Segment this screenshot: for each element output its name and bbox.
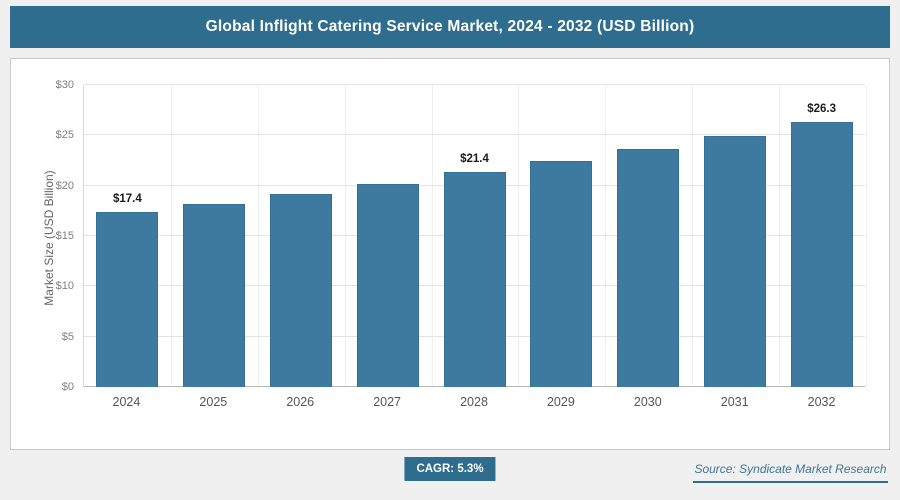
vertical-gridline (431, 85, 433, 387)
x-tick-label: 2027 (373, 395, 402, 409)
chart-title-bar: Global Inflight Catering Service Market,… (10, 6, 890, 48)
bar-2032 (790, 122, 853, 387)
x-tick-label: 2032 (807, 395, 836, 409)
bar-slot: $26.3 (778, 85, 865, 387)
bar-value-label: $21.4 (460, 152, 489, 165)
y-tick-label: $15 (55, 230, 74, 242)
bar-2031 (703, 136, 766, 387)
plot-area: $0 $5 $10 $15 $20 $25 $30 $17.4 $21.4 $26.3 (56, 79, 867, 393)
bar-value-label: $26.3 (807, 103, 837, 116)
x-tick-label: 2026 (286, 395, 315, 409)
gridline (84, 84, 865, 85)
y-tick-label: $30 (55, 79, 74, 91)
bar-slot: $17.4 (84, 85, 171, 387)
bar-2028 (443, 171, 506, 387)
vertical-gridline (866, 85, 867, 387)
bar-slot (344, 85, 431, 387)
y-tick-label: $20 (55, 179, 74, 192)
x-tick-label: 2028 (460, 395, 488, 409)
x-tick-label: 2030 (633, 395, 662, 409)
x-tick-label: 2024 (112, 395, 141, 409)
bar-slot (605, 85, 692, 387)
bar-slot (171, 85, 258, 387)
vertical-gridline (779, 85, 781, 387)
bar-2026 (269, 193, 332, 387)
y-axis-label: Market Size (USD Billion) (42, 170, 56, 306)
vertical-gridline (257, 85, 259, 387)
vertical-gridline (170, 85, 172, 387)
bar-value-label: $17.4 (113, 192, 142, 205)
bar-slot: $21.4 (431, 85, 518, 387)
x-tick-label: 2029 (546, 395, 575, 409)
x-tick-label: 2025 (199, 395, 228, 409)
bar-2029 (530, 160, 593, 387)
chart-title: Global Inflight Catering Service Market,… (205, 18, 695, 35)
source-credit: Source: Syndicate Market Research (693, 462, 888, 483)
vertical-gridline (518, 85, 520, 387)
vertical-gridline (692, 85, 694, 387)
bar-slot (258, 85, 345, 387)
bar-2025 (183, 203, 246, 387)
x-tick-label: 2031 (720, 395, 749, 409)
y-tick-label: $25 (55, 129, 74, 142)
x-axis-labels: 2024 2025 2026 2027 2028 2029 2030 2031 2032 (83, 395, 865, 409)
vertical-gridline (344, 85, 346, 387)
y-tick-label: $0 (61, 381, 74, 393)
bar-2027 (356, 183, 419, 387)
gridline (84, 134, 865, 136)
bar-2024 (96, 211, 159, 387)
bar-2030 (617, 149, 680, 387)
chart-card: Market Size (USD Billion) $0 $5 $10 $15 $20 $… (10, 58, 890, 450)
bars-container: $17.4 $21.4 $26.3 (84, 85, 865, 387)
vertical-gridline (605, 85, 607, 387)
bar-slot (691, 85, 778, 387)
cagr-badge: CAGR: 5.3% (404, 457, 496, 481)
bar-slot (518, 85, 605, 387)
y-tick-label: $5 (61, 330, 74, 343)
y-tick-label: $10 (55, 280, 74, 293)
